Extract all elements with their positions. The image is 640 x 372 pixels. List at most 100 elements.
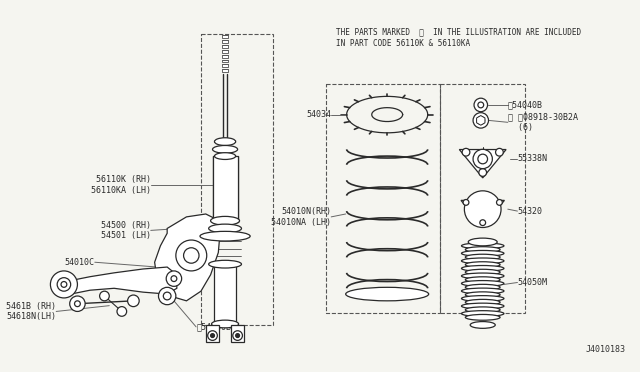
Ellipse shape <box>465 262 500 267</box>
Circle shape <box>51 271 77 298</box>
Bar <box>222 69 228 72</box>
Ellipse shape <box>461 273 504 279</box>
Text: ※54080B: ※54080B <box>196 323 231 331</box>
Bar <box>326 84 440 313</box>
Polygon shape <box>61 267 177 294</box>
Ellipse shape <box>470 321 495 328</box>
Circle shape <box>468 195 497 224</box>
Circle shape <box>463 199 469 205</box>
Text: ※ Ⓤ08918-30B2A
  (6): ※ Ⓤ08918-30B2A (6) <box>508 113 578 132</box>
Polygon shape <box>461 201 504 227</box>
Ellipse shape <box>200 231 250 241</box>
Text: ※54040B: ※54040B <box>508 100 543 109</box>
Ellipse shape <box>468 238 497 246</box>
Ellipse shape <box>212 145 237 153</box>
Polygon shape <box>477 116 485 125</box>
Bar <box>440 84 525 313</box>
Bar <box>201 33 273 325</box>
Circle shape <box>478 102 484 108</box>
Text: 54050M: 54050M <box>518 278 547 287</box>
Circle shape <box>465 191 501 228</box>
Circle shape <box>495 148 503 156</box>
Circle shape <box>233 331 243 340</box>
Ellipse shape <box>209 224 241 233</box>
Ellipse shape <box>346 287 429 301</box>
Ellipse shape <box>209 260 241 268</box>
Ellipse shape <box>465 314 500 320</box>
Ellipse shape <box>465 299 500 305</box>
Text: 54010C: 54010C <box>65 258 95 267</box>
Polygon shape <box>460 150 506 178</box>
Text: 54010N(RH)
54010NA (LH): 54010N(RH) 54010NA (LH) <box>271 207 332 227</box>
Ellipse shape <box>461 250 504 256</box>
Circle shape <box>176 240 207 271</box>
Ellipse shape <box>461 280 504 286</box>
Text: IN PART CODE 56110K & 56110KA: IN PART CODE 56110K & 56110KA <box>336 39 470 48</box>
Circle shape <box>61 282 67 287</box>
Ellipse shape <box>465 307 500 313</box>
Ellipse shape <box>211 217 239 225</box>
Bar <box>206 325 220 342</box>
Ellipse shape <box>214 153 236 160</box>
Circle shape <box>166 271 182 286</box>
Circle shape <box>478 154 488 164</box>
Text: THE PARTS MARKED  ※  IN THE ILLUSTRATION ARE INCLUDED: THE PARTS MARKED ※ IN THE ILLUSTRATION A… <box>336 28 581 37</box>
Ellipse shape <box>461 303 504 309</box>
Bar <box>214 265 236 325</box>
Circle shape <box>474 98 488 112</box>
Ellipse shape <box>461 243 504 249</box>
Circle shape <box>462 148 470 156</box>
Ellipse shape <box>465 277 500 283</box>
Circle shape <box>473 199 492 219</box>
Circle shape <box>208 331 218 340</box>
Circle shape <box>171 276 177 282</box>
Ellipse shape <box>461 296 504 301</box>
Ellipse shape <box>465 254 500 260</box>
Bar <box>222 45 228 48</box>
Circle shape <box>480 220 486 225</box>
Bar <box>222 35 228 38</box>
Text: J4010183: J4010183 <box>586 345 625 354</box>
Ellipse shape <box>465 247 500 253</box>
Circle shape <box>473 113 488 128</box>
Circle shape <box>70 296 85 311</box>
Text: 55338N: 55338N <box>518 154 547 163</box>
Polygon shape <box>155 214 220 301</box>
Circle shape <box>163 292 171 300</box>
Ellipse shape <box>214 138 236 145</box>
Bar <box>231 325 244 342</box>
Circle shape <box>100 291 109 301</box>
Bar <box>222 40 228 43</box>
Text: 54500 (RH)
54501 (LH): 54500 (RH) 54501 (LH) <box>100 221 151 240</box>
Text: 54034: 54034 <box>306 110 332 119</box>
Ellipse shape <box>461 288 504 294</box>
Bar <box>212 156 237 222</box>
Circle shape <box>497 199 502 205</box>
Circle shape <box>57 278 70 291</box>
Text: 54320: 54320 <box>518 206 543 216</box>
Circle shape <box>211 334 214 337</box>
Ellipse shape <box>465 284 500 290</box>
Circle shape <box>127 295 139 307</box>
Circle shape <box>479 169 486 176</box>
Bar <box>222 60 228 62</box>
Ellipse shape <box>465 292 500 298</box>
Circle shape <box>184 248 199 263</box>
Circle shape <box>117 307 127 316</box>
Bar <box>222 55 228 58</box>
Circle shape <box>159 287 176 305</box>
Text: 5461B (RH)
54618N(LH): 5461B (RH) 54618N(LH) <box>6 302 56 321</box>
Ellipse shape <box>461 266 504 271</box>
Ellipse shape <box>461 311 504 317</box>
Bar <box>222 64 228 67</box>
Circle shape <box>478 204 488 214</box>
Circle shape <box>74 301 81 307</box>
Bar <box>222 50 228 53</box>
Ellipse shape <box>461 258 504 264</box>
Circle shape <box>477 116 484 124</box>
Ellipse shape <box>465 269 500 275</box>
Circle shape <box>236 334 239 337</box>
Text: 56110K (RH)
56110KA (LH): 56110K (RH) 56110KA (LH) <box>91 175 151 195</box>
Circle shape <box>473 149 492 169</box>
Ellipse shape <box>212 320 239 328</box>
